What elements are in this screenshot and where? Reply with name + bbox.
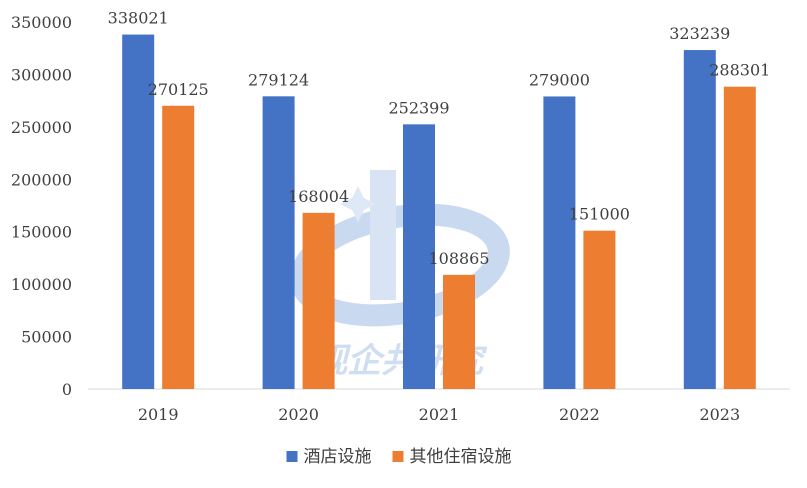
y-tick-label: 300000 (11, 65, 72, 84)
y-tick-label: 0 (62, 380, 72, 399)
watermark-star (340, 186, 376, 222)
y-tick-label: 150000 (11, 223, 72, 242)
y-axis-ticks: 0 50000 100000 150000 200000 250000 300000 3500… (11, 13, 72, 399)
legend-swatch (286, 451, 298, 462)
data-label: 270125 (148, 80, 209, 99)
data-label: 151000 (569, 205, 630, 224)
y-tick-label: 250000 (11, 118, 72, 137)
x-tick-label: 2022 (559, 405, 600, 424)
y-tick-label: 50000 (21, 328, 72, 347)
data-label: 279000 (529, 70, 590, 89)
data-label: 168004 (288, 187, 349, 206)
legend-label: 其他住宿设施 (410, 447, 512, 467)
data-label: 338021 (108, 9, 169, 28)
data-label: 288301 (709, 61, 770, 80)
bar (302, 212, 335, 389)
x-axis-ticks: 2019 2020 2021 2022 2023 (138, 405, 740, 424)
data-labels: 338021 270125 279124 168004 252399 108865 2790… (108, 9, 771, 268)
x-tick-label: 2019 (138, 405, 179, 424)
bar (122, 34, 155, 389)
watermark-bar (370, 170, 396, 300)
bar (683, 50, 716, 389)
x-tick-label: 2023 (699, 405, 740, 424)
data-label: 323239 (669, 24, 730, 43)
bar (262, 96, 295, 390)
x-tick-label: 2021 (419, 405, 460, 424)
bars (122, 34, 756, 390)
bar (723, 86, 756, 390)
legend-swatch (392, 451, 404, 462)
bar (162, 105, 195, 390)
legend-label: 酒店设施 (304, 447, 372, 467)
x-tick-label: 2020 (278, 405, 319, 424)
bar (443, 274, 475, 389)
bar (543, 96, 576, 389)
y-tick-label: 100000 (11, 275, 72, 294)
data-label: 279124 (248, 70, 309, 89)
bar (583, 230, 616, 389)
y-tick-label: 200000 (11, 170, 72, 189)
legend: 酒店设施 其他住宿设施 (286, 447, 512, 467)
bar (403, 124, 435, 390)
y-tick-label: 350000 (11, 13, 72, 32)
data-label: 108865 (428, 249, 489, 268)
data-label: 252399 (388, 98, 449, 117)
